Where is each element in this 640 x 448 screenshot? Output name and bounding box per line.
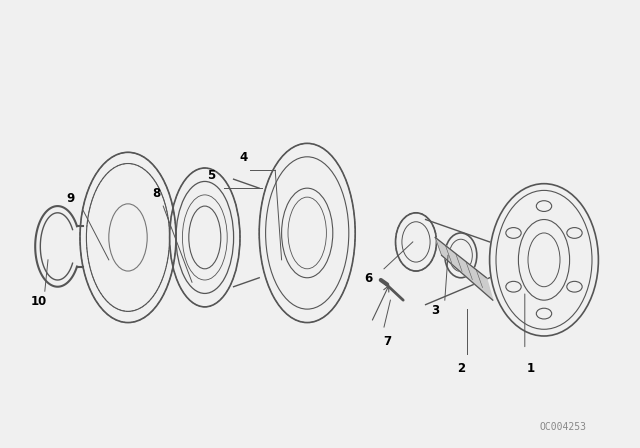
- Text: 3: 3: [431, 304, 439, 317]
- Text: 6: 6: [364, 272, 372, 285]
- Polygon shape: [435, 237, 493, 300]
- Text: OC004253: OC004253: [540, 422, 587, 432]
- Text: 8: 8: [153, 187, 161, 200]
- Text: 2: 2: [457, 362, 465, 375]
- Text: 10: 10: [30, 295, 47, 308]
- Text: 7: 7: [383, 335, 391, 348]
- Text: 5: 5: [207, 169, 215, 182]
- Text: 9: 9: [67, 192, 74, 205]
- Text: 1: 1: [527, 362, 535, 375]
- Text: 4: 4: [239, 151, 247, 164]
